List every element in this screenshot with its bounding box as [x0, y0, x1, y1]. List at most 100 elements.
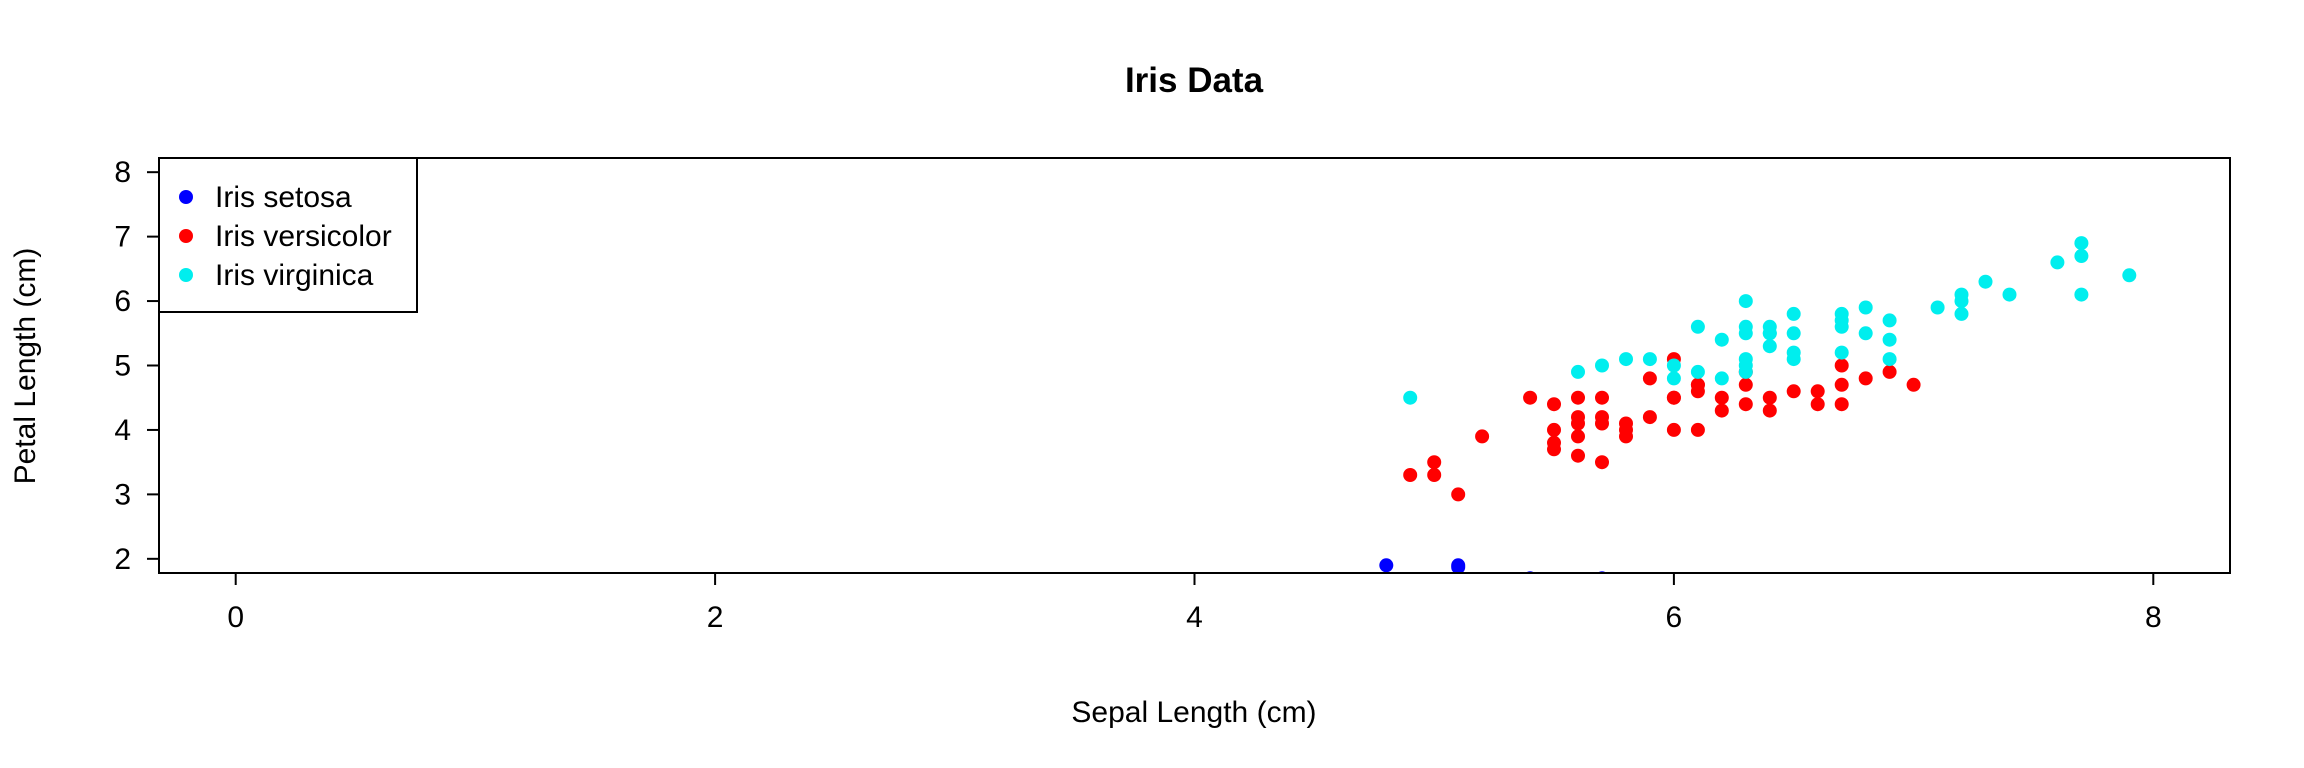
x-tick-label: 8 — [2145, 601, 2162, 634]
data-point — [1571, 364, 1585, 379]
data-point — [1427, 455, 1442, 470]
data-point — [1595, 455, 1609, 470]
y-tick-label: 2 — [114, 543, 131, 576]
x-tick-label: 0 — [227, 601, 244, 634]
data-point — [1858, 326, 1873, 341]
x-tick-label: 4 — [1186, 601, 1203, 634]
data-point — [1666, 390, 1681, 405]
data-point — [1858, 300, 1873, 315]
y-axis-label: Petal Length (cm) — [9, 248, 42, 485]
data-point — [1451, 560, 1466, 573]
y-tick-label: 5 — [114, 350, 131, 383]
data-point — [1547, 422, 1561, 437]
legend-marker — [179, 268, 193, 282]
x-tick-label: 6 — [1666, 601, 1683, 634]
data-point — [1882, 352, 1897, 367]
data-point — [1666, 371, 1681, 386]
data-point — [1762, 390, 1777, 405]
data-point — [1762, 403, 1777, 418]
y-tick-label: 3 — [114, 478, 131, 511]
data-point — [1619, 422, 1633, 437]
data-point — [1786, 326, 1801, 341]
data-point — [1547, 397, 1561, 412]
data-point — [1547, 442, 1561, 457]
data-point — [1690, 319, 1705, 334]
legend-box — [158, 157, 418, 313]
data-point — [1762, 339, 1777, 354]
data-point — [2002, 287, 2017, 302]
chart-title: Iris Data — [1125, 61, 1264, 100]
y-tick-label: 4 — [114, 414, 131, 447]
data-point — [1642, 352, 1657, 367]
data-point — [2074, 249, 2089, 263]
legend: Iris setosa Iris versicolor Iris virginica — [158, 157, 418, 313]
data-point — [1882, 364, 1897, 379]
data-point — [1690, 422, 1705, 437]
data-point — [1834, 319, 1849, 334]
data-point — [1978, 274, 1993, 289]
data-point — [1379, 558, 1394, 573]
legend-label: Iris versicolor — [215, 220, 392, 253]
data-point — [1619, 352, 1633, 367]
data-point — [1786, 306, 1801, 321]
data-point — [1906, 377, 1921, 392]
legend-marker — [179, 229, 193, 243]
data-point — [1451, 487, 1466, 502]
data-point — [1786, 345, 1801, 360]
data-point — [1595, 390, 1609, 405]
data-point — [1642, 410, 1657, 425]
data-point — [1834, 345, 1849, 360]
x-axis-label: Sepal Length (cm) — [1071, 696, 1316, 729]
data-point — [1930, 300, 1945, 315]
data-point — [1954, 306, 1969, 321]
data-points — [1379, 236, 2137, 573]
data-point — [1714, 332, 1729, 347]
data-point — [1738, 294, 1753, 309]
x-tick-label: 2 — [707, 601, 724, 634]
y-tick-label: 8 — [114, 156, 131, 189]
legend-label: Iris virginica — [215, 259, 374, 292]
data-point — [1810, 397, 1825, 412]
data-point — [1786, 384, 1801, 399]
data-point — [1571, 429, 1585, 444]
data-point — [1714, 403, 1729, 418]
data-point — [1571, 410, 1585, 425]
data-point — [1738, 326, 1753, 341]
data-point — [1595, 358, 1609, 373]
data-point — [2074, 287, 2089, 302]
data-point — [1690, 364, 1705, 379]
data-point — [1858, 371, 1873, 386]
data-point — [1690, 384, 1705, 399]
data-point — [1834, 397, 1849, 412]
y-tick-label: 6 — [114, 285, 131, 318]
y-tick-label: 7 — [114, 221, 131, 254]
y-axis: 2 3 4 5 6 7 8 — [114, 156, 160, 576]
data-point — [1571, 448, 1585, 463]
data-point — [1571, 390, 1585, 405]
data-point — [1714, 371, 1729, 386]
data-point — [1666, 358, 1681, 373]
data-point — [1475, 429, 1490, 444]
data-point — [1642, 371, 1657, 386]
data-point — [2050, 255, 2065, 270]
data-point — [1738, 377, 1753, 392]
data-point — [1595, 416, 1609, 431]
data-point — [1403, 390, 1418, 405]
data-point — [1738, 358, 1753, 373]
legend-label: Iris setosa — [215, 181, 352, 214]
data-point — [1666, 422, 1681, 437]
data-point — [1403, 468, 1418, 482]
data-point — [1834, 358, 1849, 373]
data-point — [2074, 236, 2089, 251]
data-point — [1523, 390, 1538, 405]
data-point — [1810, 384, 1825, 399]
data-point — [1882, 313, 1897, 328]
legend-marker — [179, 190, 193, 204]
data-point — [1762, 326, 1777, 341]
data-point — [1834, 377, 1849, 392]
data-point — [1738, 397, 1753, 412]
data-point — [2122, 268, 2137, 283]
data-point — [1427, 468, 1442, 482]
